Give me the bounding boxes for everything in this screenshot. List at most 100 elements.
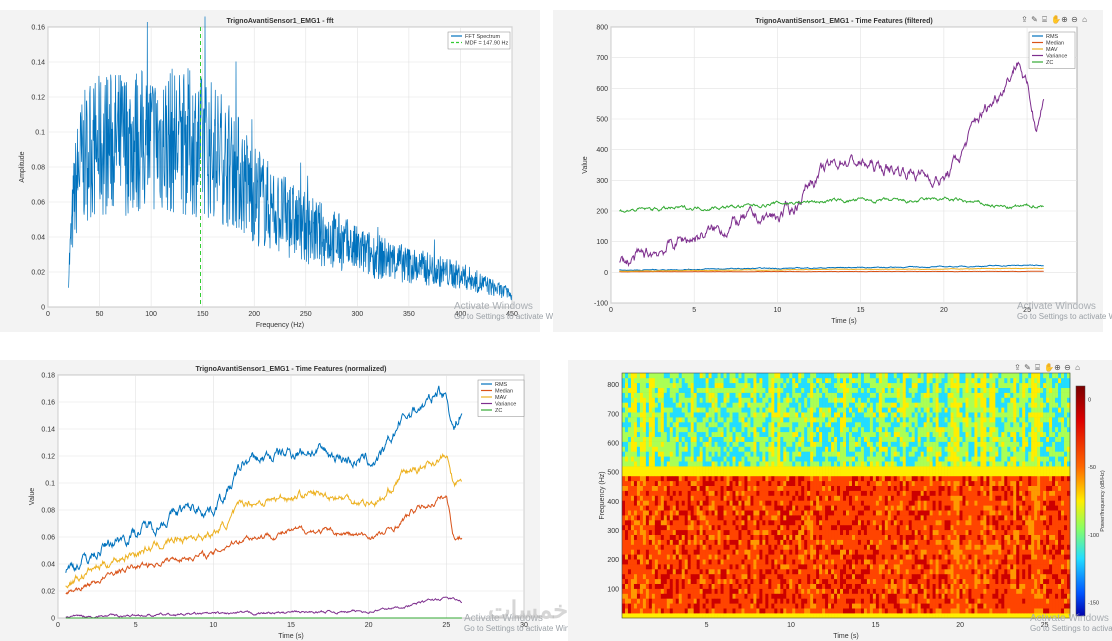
spectrogram-cell xyxy=(723,382,727,388)
spectrogram-cell xyxy=(660,573,665,580)
zoom-in-icon[interactable]: ⊕ xyxy=(1061,15,1068,24)
spectrogram-cell xyxy=(738,466,742,472)
pan-icon[interactable]: ✋ xyxy=(1051,15,1061,24)
spectrogram-cell xyxy=(636,377,641,384)
spectrogram-cell xyxy=(696,402,700,408)
spectrogram-cell xyxy=(726,544,730,550)
spectrogram-cell xyxy=(630,417,635,423)
spectrogram-cell xyxy=(732,441,736,447)
spectrogram-cell xyxy=(813,471,817,477)
spectrogram-cell xyxy=(696,544,700,550)
spectrogram-cell xyxy=(714,559,718,565)
spectrogram-cell xyxy=(624,534,629,540)
spectrogram-cell xyxy=(884,500,889,506)
export-icon[interactable]: ⇪ xyxy=(1021,15,1028,24)
spectrogram-cell xyxy=(738,373,742,379)
spectrogram-cell xyxy=(777,524,781,531)
spectrogram-cell xyxy=(792,510,796,516)
spectrogram-cell xyxy=(866,524,871,531)
spectrogram-cell xyxy=(822,524,826,531)
spectrogram-cell xyxy=(648,515,653,521)
spectrogram-cell xyxy=(857,382,862,388)
spectrogram-cell xyxy=(687,559,691,565)
spectrogram-cell xyxy=(899,466,904,472)
spectrogram-cell xyxy=(899,475,904,482)
spectrogram-cell xyxy=(705,466,709,472)
spectrogram-cell xyxy=(675,569,680,575)
spectrogram-cell xyxy=(854,422,859,428)
spectrogram-cell xyxy=(723,583,727,589)
spectrogram-cell xyxy=(795,446,799,452)
spectrogram-cell xyxy=(825,573,829,580)
spectrogram-cell xyxy=(899,402,904,408)
spectrogram-cell xyxy=(872,554,877,560)
spectrogram-cell xyxy=(732,583,736,589)
spectrogram-cell xyxy=(765,387,769,393)
spectrogram-cell xyxy=(905,441,910,447)
spectrogram-cell xyxy=(834,407,838,413)
zoom-out-icon[interactable]: ⊖ xyxy=(1071,15,1078,24)
spectrogram-cell xyxy=(642,461,647,467)
spectrogram-cell xyxy=(804,534,808,540)
spectrogram-cell xyxy=(887,407,892,413)
spectrogram-cell xyxy=(822,578,826,584)
spectrogram-cell xyxy=(905,466,910,472)
spectrogram-cell xyxy=(887,534,892,540)
spectrogram-cell xyxy=(905,407,910,413)
spectrogram-cell xyxy=(896,485,901,491)
spectrogram-cell xyxy=(828,377,832,384)
spectrogram-cell xyxy=(693,554,697,560)
spectrogram-cell xyxy=(863,608,868,614)
spectrogram-cell xyxy=(675,520,680,526)
spectrogram-cell xyxy=(696,578,700,584)
spectrogram-cell xyxy=(645,564,650,570)
spectrogram-cell xyxy=(878,608,883,614)
spectrogram-cell xyxy=(636,559,641,565)
spectrogram-cell xyxy=(816,510,820,516)
spectrogram-cell xyxy=(693,569,697,575)
spectrogram-cell xyxy=(708,426,712,433)
spectrogram-cell xyxy=(825,495,829,501)
spectrogram-cell xyxy=(783,436,787,442)
spectrogram-cell xyxy=(840,515,844,521)
spectrogram-cell xyxy=(816,426,820,433)
spectrogram-cell xyxy=(699,417,703,423)
spectrogram-cell xyxy=(869,422,874,428)
spectrogram-cell xyxy=(840,539,844,545)
spectrogram-cell xyxy=(765,475,769,482)
spectrogram-cell xyxy=(828,495,832,501)
spectrogram-cell xyxy=(848,588,853,594)
spectrogram-cell xyxy=(726,549,730,555)
spectrogram-cell xyxy=(828,471,832,477)
spectrogram-cell xyxy=(857,431,862,437)
spectrogram-cells xyxy=(622,373,1071,619)
spectrogram-cell xyxy=(633,373,638,379)
spectrogram-cell xyxy=(726,564,730,570)
spectrogram-cell xyxy=(866,426,871,433)
brush-icon[interactable]: ✎ xyxy=(1031,15,1038,24)
home-icon[interactable]: ⌂ xyxy=(1082,15,1087,24)
legend-entry: ZC xyxy=(495,408,502,414)
spectrogram-cell xyxy=(905,402,910,408)
spectrogram-cell xyxy=(846,603,850,609)
axes-toolbar[interactable]: ⇪ ✎ ⌸ ✋ ⊕ ⊖ ⌂ xyxy=(1021,15,1088,24)
spectrogram-cell xyxy=(744,539,748,545)
spectrogram-cell xyxy=(765,402,769,408)
spectrogram-cell xyxy=(702,539,706,545)
spectrogram-cell xyxy=(825,373,829,379)
spectrogram-cell xyxy=(899,471,904,477)
spectrogram-cell xyxy=(896,407,901,413)
spectrogram-cell xyxy=(717,490,721,496)
spectrogram-cell xyxy=(902,397,907,403)
spectrogram-cell xyxy=(854,426,859,433)
spectrogram-cell xyxy=(860,471,865,477)
x-tick-label: 15 xyxy=(857,307,865,314)
datatip-icon[interactable]: ⌸ xyxy=(1042,15,1047,24)
spectrogram-cell xyxy=(684,510,689,516)
spectrogram-cell xyxy=(765,549,769,555)
spectrogram-cell xyxy=(771,524,775,531)
spectrogram-cell xyxy=(863,412,868,418)
spectrogram-cell xyxy=(657,382,662,388)
spectrogram-cell xyxy=(860,520,865,526)
spectrogram-cell xyxy=(846,490,850,496)
